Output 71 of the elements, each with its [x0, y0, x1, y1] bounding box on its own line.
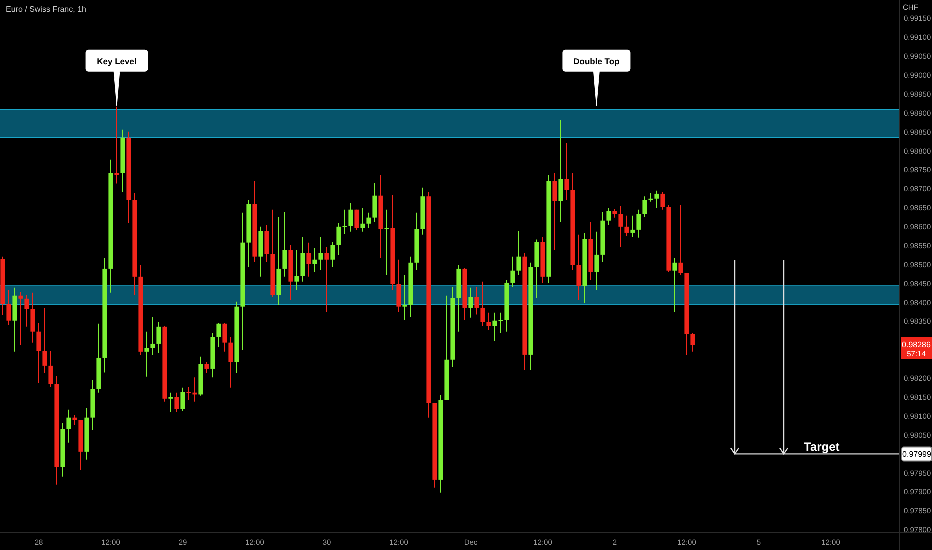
text: 0.98286 [902, 340, 932, 350]
candlestick [552, 172, 558, 251]
candlestick [180, 387, 186, 412]
candlestick [384, 209, 390, 276]
candlestick [150, 316, 156, 356]
candlestick [486, 312, 492, 330]
candlestick [228, 336, 234, 388]
candlestick [264, 224, 270, 263]
candlestick [222, 322, 228, 352]
candlestick [312, 248, 318, 272]
candlestick [48, 350, 54, 388]
candlestick [594, 231, 600, 291]
candlestick [402, 274, 408, 321]
candlestick [576, 234, 582, 301]
candlestick [42, 307, 48, 374]
candlestick [564, 142, 570, 201]
candlestick [606, 207, 612, 226]
candlestick [354, 209, 360, 230]
ref-line-label: Target [804, 440, 840, 454]
candlestick [510, 256, 516, 288]
candlestick [342, 209, 348, 235]
candlestick [492, 312, 498, 342]
candlestick [324, 246, 330, 313]
candlestick [672, 257, 678, 313]
text: 0.97999 [902, 450, 932, 460]
candlestick [690, 332, 696, 352]
candlestick [372, 182, 378, 222]
candlestick [174, 392, 180, 413]
candlestick [306, 242, 312, 278]
candlestick [300, 236, 306, 282]
candlestick [348, 202, 354, 232]
candlestick [642, 196, 648, 218]
candlestick [498, 312, 504, 334]
annotation: Key Level [97, 56, 137, 66]
candlestick [558, 120, 564, 222]
candlestick [330, 242, 336, 268]
candlestick [618, 206, 624, 248]
candlestick [660, 192, 666, 210]
candlestick [648, 192, 654, 202]
candlestick [624, 215, 630, 237]
candlestick [636, 209, 642, 238]
text: Euro / Swiss Franc, 1h [6, 5, 86, 14]
candlestick [480, 281, 486, 327]
candlestick [336, 222, 342, 256]
candlestick [318, 236, 324, 271]
candlestick [360, 207, 366, 232]
candlestick [66, 409, 72, 444]
candlestick [156, 321, 162, 354]
candlestick [18, 292, 24, 346]
candlestick [678, 204, 684, 276]
candlestick [6, 290, 12, 326]
candlestick [474, 286, 480, 316]
candlestick [366, 212, 372, 229]
candlestick [30, 292, 36, 344]
candlestick [282, 212, 288, 278]
candlestick [468, 287, 474, 318]
candlestick [72, 414, 78, 426]
candlestick [168, 392, 174, 413]
candlestick [216, 322, 222, 348]
candlestick [36, 322, 42, 384]
candlestick [204, 362, 210, 374]
candlestick [396, 259, 402, 313]
annotation: Double Top [574, 56, 620, 66]
candlestick [114, 106, 120, 184]
candlestick [630, 215, 636, 238]
candlestick [516, 230, 522, 276]
candlestick [654, 190, 660, 208]
candlestick [294, 250, 300, 291]
candlestick [186, 386, 192, 401]
candlestick [24, 294, 30, 328]
candlestick [144, 331, 150, 378]
